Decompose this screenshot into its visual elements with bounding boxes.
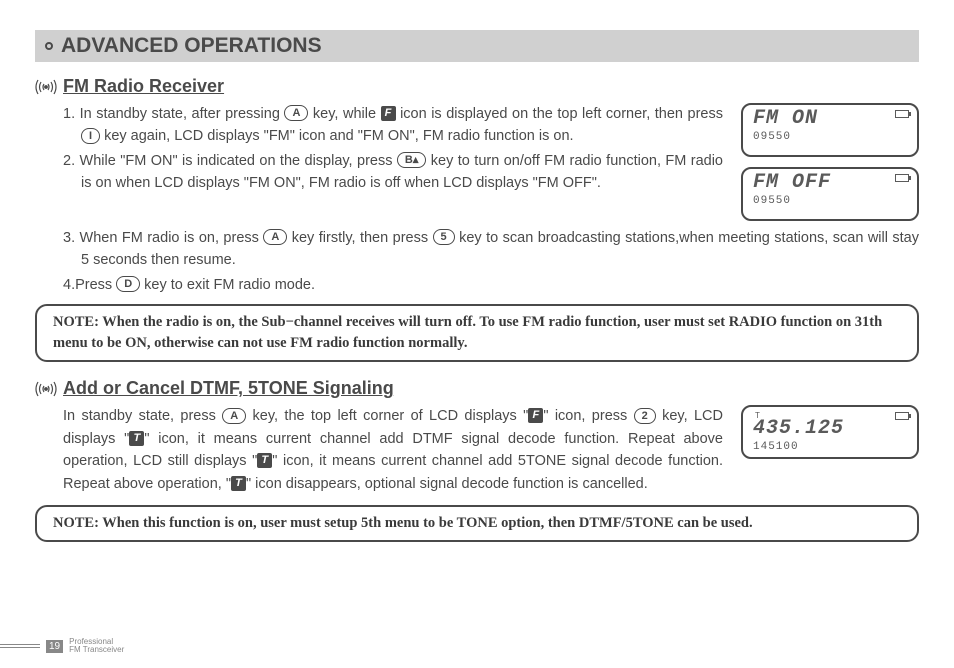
text: key firstly, then press [287,230,432,246]
t-icon: T [231,476,246,491]
fm-text-lower: 3. When FM radio is on, press A key firs… [35,227,919,296]
page-footer: 19 Professional FM Transceiver [0,638,124,654]
lcd-sub-text: 09550 [753,195,907,207]
dtmf-para: In standby state, press A key, the top l… [35,405,723,495]
battery-icon [895,412,909,420]
f-icon: F [381,106,396,121]
header-bullet-icon [45,42,53,50]
key-a: A [222,408,246,424]
lcd-column-1: FM ON 09550 FM OFF 09550 [741,103,919,221]
text: key again, LCD displays "FM" icon and "F… [100,128,574,144]
battery-icon [895,174,909,182]
key-a: A [284,105,308,121]
section-title-dtmf: Add or Cancel DTMF, 5TONE Signaling [63,378,394,399]
footer-line-icon [0,644,40,648]
key-5: 5 [433,229,455,245]
text: 4.Press [63,277,116,293]
lcd-sub-text: 145100 [753,441,907,453]
note-text-2: NOTE: When this function is on, user mus… [53,515,753,531]
text: 2. While "FM ON" is indicated on the dis… [63,153,397,169]
text: " icon disappears, optional signal decod… [246,476,648,492]
lcd-freq: T 435.125 145100 [741,405,919,459]
t-icon: T [129,431,144,446]
note-text-1: NOTE: When the radio is on, the Sub−chan… [53,314,882,351]
text: key to exit FM radio mode. [140,277,315,293]
lcd-fm-on: FM ON 09550 [741,103,919,157]
radio-waves-icon [35,78,57,96]
page-number: 19 [46,640,63,653]
key-b: B▴ [397,152,426,168]
lcd-main-text: 435.125 [753,419,907,439]
text: icon is displayed on the top left corner… [396,106,723,122]
text: 1. In standby state, after pressing [63,106,284,122]
key-a: A [263,229,287,245]
fm-item-3: 3. When FM radio is on, press A key firs… [35,227,919,272]
header-bar: ADVANCED OPERATIONS [35,30,919,62]
section-heading-fm: FM Radio Receiver [35,76,919,97]
fm-text: 1. In standby state, after pressing A ke… [35,103,723,221]
text: " icon, press [543,408,633,424]
lcd-sub-text: 09550 [753,131,907,143]
radio-waves-icon [35,380,57,398]
footer-label: Professional FM Transceiver [69,638,124,654]
lcd-column-2: T 435.125 145100 [741,405,919,497]
key-2: 2 [634,408,656,424]
text: key, while [308,106,380,122]
text: 3. When FM radio is on, press [63,230,263,246]
fm-item-2: 2. While "FM ON" is indicated on the dis… [35,150,723,195]
lcd-tiny-icon: T [755,411,760,420]
fm-item-4: 4.Press D key to exit FM radio mode. [35,274,919,296]
section-title-fm: FM Radio Receiver [63,76,224,97]
lcd-main-text: FM OFF [753,173,907,193]
text: In standby state, press [63,408,222,424]
note-box-2: NOTE: When this function is on, user mus… [35,505,919,542]
dtmf-content-row: In standby state, press A key, the top l… [35,405,919,497]
t-icon: T [257,453,272,468]
battery-icon [895,110,909,118]
dtmf-text: In standby state, press A key, the top l… [35,405,723,497]
section-heading-dtmf: Add or Cancel DTMF, 5TONE Signaling [35,378,919,399]
fm-item-1: 1. In standby state, after pressing A ke… [35,103,723,148]
text: key, the top left corner of LCD displays… [246,408,528,424]
key-d: D [116,276,140,292]
f-icon: F [528,408,543,423]
fm-content-row: 1. In standby state, after pressing A ke… [35,103,919,221]
footer-line2: FM Transceiver [69,646,124,654]
lcd-main-text: FM ON [753,109,907,129]
key-i: I [81,128,100,144]
page-title: ADVANCED OPERATIONS [61,34,322,58]
note-box-1: NOTE: When the radio is on, the Sub−chan… [35,304,919,362]
lcd-fm-off: FM OFF 09550 [741,167,919,221]
